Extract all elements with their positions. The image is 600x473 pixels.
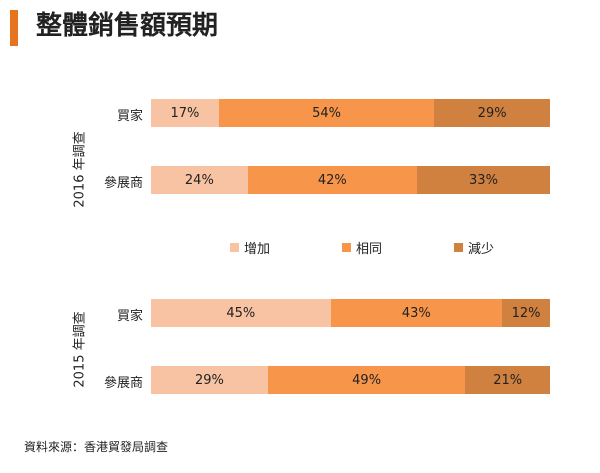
stacked-bar: 17% 54% 29% — [151, 99, 550, 127]
bar-segment-decrease: 12% — [502, 299, 550, 327]
legend-swatch-decrease — [454, 243, 463, 252]
category-label: 買家 — [116, 109, 143, 124]
group-label-0: 2016 年調查 — [72, 131, 88, 208]
stacked-bar: 24% 42% 33% — [151, 166, 550, 194]
legend-item-decrease: 減少 — [454, 238, 566, 257]
bar-segment-increase: 29% — [151, 366, 268, 394]
bar-segment-increase: 17% — [151, 99, 219, 127]
source-note: 資料來源：香港貿發局調查 — [24, 440, 169, 454]
bar-segment-same: 43% — [330, 299, 503, 327]
title-accent-bar — [10, 10, 18, 46]
bar-segment-same: 54% — [218, 99, 435, 127]
category-label: 參展商 — [103, 376, 143, 391]
bar-segment-same: 42% — [247, 166, 417, 194]
bar-segment-increase: 45% — [151, 299, 331, 327]
category-label: 參展商 — [103, 176, 143, 191]
legend-label-same: 相同 — [356, 242, 383, 257]
legend-swatch-increase — [230, 243, 239, 252]
bar-segment-increase: 24% — [151, 166, 248, 194]
stacked-bar: 29% 49% 21% — [151, 366, 550, 394]
bar-segment-same: 49% — [267, 366, 466, 394]
legend-label-decrease: 減少 — [468, 242, 495, 257]
legend-item-same: 相同 — [342, 238, 454, 257]
legend-swatch-same — [342, 243, 351, 252]
page-title: 整體銷售額預期 — [36, 11, 219, 41]
stacked-bar: 45% 43% 12% — [151, 299, 550, 327]
bar-segment-decrease: 33% — [416, 166, 550, 194]
bar-segment-decrease: 29% — [434, 99, 550, 127]
category-label: 買家 — [116, 309, 143, 324]
legend-item-increase: 增加 — [230, 238, 342, 257]
bar-segment-decrease: 21% — [465, 366, 550, 394]
legend-label-increase: 增加 — [244, 242, 271, 257]
chart-legend: 增加 相同 減少 — [230, 238, 566, 257]
